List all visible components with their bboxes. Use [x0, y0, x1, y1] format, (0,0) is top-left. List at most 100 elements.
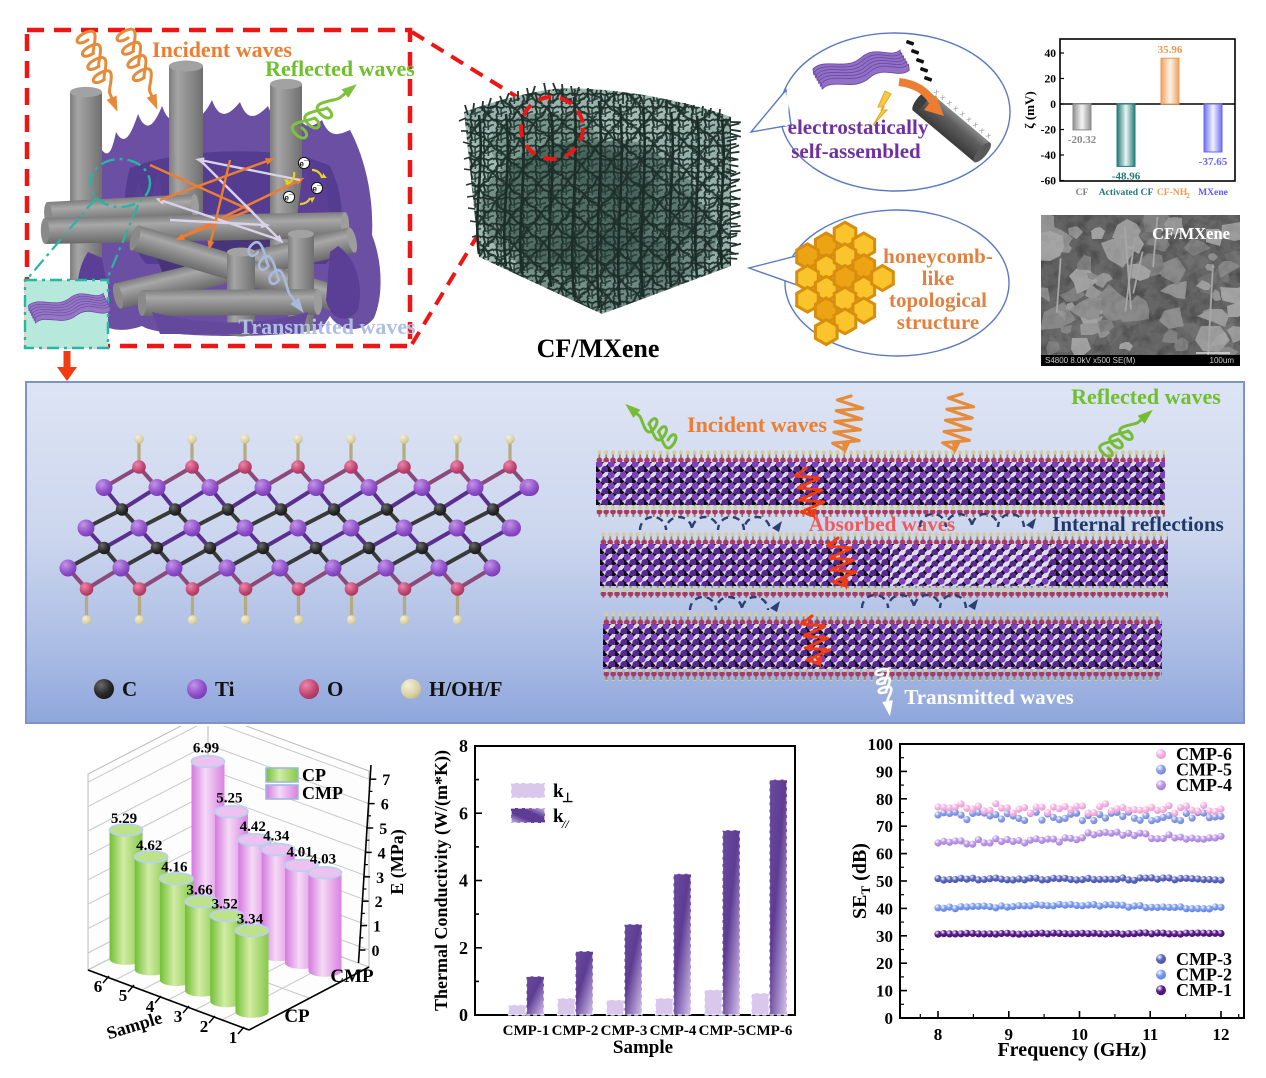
svg-text:e¯: e¯	[299, 159, 309, 169]
svg-text:x: x	[932, 87, 941, 96]
svg-text:CMP-6: CMP-6	[1176, 744, 1232, 764]
svg-text:CP: CP	[302, 765, 326, 785]
svg-text:5: 5	[119, 986, 128, 1005]
svg-text:1: 1	[229, 1028, 238, 1047]
svg-text:x: x	[984, 131, 993, 140]
svg-text:CMP-5: CMP-5	[1176, 760, 1232, 780]
svg-text:Internal reflections: Internal reflections	[1052, 512, 1224, 536]
svg-text:Transmitted waves: Transmitted waves	[238, 314, 416, 339]
svg-text:topological: topological	[889, 288, 987, 312]
svg-text:x: x	[945, 98, 954, 107]
svg-text:x: x	[978, 125, 987, 134]
svg-text:k: k	[553, 781, 564, 802]
svg-text:12: 12	[1213, 1025, 1230, 1044]
svg-text:4: 4	[459, 871, 468, 891]
svg-text:3.52: 3.52	[212, 897, 238, 913]
svg-text:Sample: Sample	[613, 1037, 673, 1058]
svg-text:ζ (mV): ζ (mV)	[1022, 91, 1037, 129]
svg-text:Incident waves: Incident waves	[152, 37, 292, 62]
svg-text:Activated CF: Activated CF	[1099, 187, 1154, 198]
svg-text:MXene: MXene	[1198, 187, 1229, 198]
svg-text:CF-NH: CF-NH	[1157, 187, 1188, 198]
svg-text:-20: -20	[1041, 125, 1057, 137]
svg-text:CMP-3: CMP-3	[601, 1023, 648, 1039]
svg-text:Reflected waves: Reflected waves	[1071, 384, 1221, 409]
svg-text:CMP-1: CMP-1	[1176, 980, 1232, 1000]
svg-text:CMP-2: CMP-2	[1176, 965, 1232, 985]
svg-text:-48.96: -48.96	[1112, 170, 1141, 182]
svg-text:10: 10	[1071, 1025, 1088, 1044]
svg-text:1: 1	[373, 919, 381, 936]
svg-text:self-assembled: self-assembled	[791, 139, 921, 163]
svg-text:honeycomb-: honeycomb-	[883, 244, 993, 268]
svg-text:Frequency (GHz): Frequency (GHz)	[997, 1039, 1146, 1061]
svg-text:20: 20	[876, 954, 893, 973]
svg-text://: //	[561, 817, 570, 831]
svg-text:CMP: CMP	[302, 783, 343, 803]
svg-text:4: 4	[378, 845, 386, 862]
svg-text:4.62: 4.62	[136, 838, 162, 854]
svg-text:electrostatically: electrostatically	[788, 115, 929, 139]
svg-text:CMP: CMP	[330, 966, 374, 987]
svg-text:60: 60	[876, 845, 893, 864]
svg-text:100: 100	[868, 735, 894, 754]
svg-text:CMP-3: CMP-3	[1176, 949, 1232, 969]
svg-text:CMP-4: CMP-4	[1176, 775, 1232, 795]
svg-text:100um: 100um	[1210, 356, 1235, 365]
svg-text:CMP-6: CMP-6	[746, 1023, 793, 1039]
svg-text:0: 0	[885, 1009, 894, 1028]
svg-text:-40: -40	[1041, 150, 1057, 162]
svg-text:CF/MXene: CF/MXene	[1152, 224, 1230, 243]
svg-text:35.96: 35.96	[1158, 44, 1183, 56]
svg-text:10: 10	[876, 982, 893, 1001]
svg-text:Incident waves: Incident waves	[687, 412, 827, 437]
svg-text:7: 7	[382, 772, 390, 789]
svg-text:CMP-2: CMP-2	[552, 1023, 599, 1039]
svg-text:Reflected waves: Reflected waves	[265, 56, 415, 81]
svg-text:e¯: e¯	[284, 193, 294, 203]
svg-text:like: like	[922, 266, 955, 290]
svg-text:40: 40	[876, 899, 893, 918]
svg-text:CP: CP	[284, 1006, 310, 1027]
svg-text:2: 2	[375, 894, 383, 911]
svg-text:0: 0	[372, 943, 380, 960]
svg-text:4.42: 4.42	[240, 819, 266, 835]
svg-text:CMP-4: CMP-4	[650, 1023, 697, 1039]
svg-text:S4800 8.0kV x500 SE(M): S4800 8.0kV x500 SE(M)	[1045, 356, 1136, 365]
svg-text:H/OH/F: H/OH/F	[429, 677, 503, 701]
svg-text:6: 6	[459, 803, 468, 823]
svg-text:Thermal Conductivity (W/(m*K)): Thermal Conductivity (W/(m*K))	[431, 750, 452, 1011]
svg-text:5.29: 5.29	[111, 811, 137, 827]
svg-text:x: x	[971, 120, 980, 129]
svg-text:6.99: 6.99	[193, 740, 219, 756]
svg-text:90: 90	[876, 762, 893, 781]
svg-text:CF: CF	[1076, 187, 1089, 198]
svg-text:2: 2	[200, 1017, 209, 1036]
svg-text:CMP-5: CMP-5	[699, 1023, 746, 1039]
svg-text:8: 8	[934, 1025, 943, 1044]
svg-text:CMP-1: CMP-1	[503, 1023, 550, 1039]
svg-text:O: O	[327, 677, 343, 701]
svg-text:k: k	[553, 806, 564, 827]
svg-text:C: C	[122, 677, 137, 701]
svg-text:e¯: e¯	[312, 184, 322, 194]
svg-text:x: x	[939, 93, 948, 102]
svg-text:3: 3	[376, 870, 384, 887]
svg-text:6: 6	[94, 977, 103, 996]
svg-text:4.03: 4.03	[310, 852, 336, 868]
svg-text:Absorbed waves: Absorbed waves	[809, 512, 955, 536]
svg-text:11: 11	[1142, 1025, 1158, 1044]
svg-text:4.16: 4.16	[161, 860, 188, 876]
svg-text:50: 50	[876, 872, 893, 891]
svg-text:9: 9	[1005, 1025, 1014, 1044]
svg-text:40: 40	[1045, 48, 1057, 60]
svg-text:4.01: 4.01	[286, 844, 312, 860]
svg-text:⊥: ⊥	[562, 790, 573, 805]
svg-text:2: 2	[1186, 191, 1190, 200]
svg-text:-20.32: -20.32	[1068, 134, 1097, 146]
svg-text:4.34: 4.34	[263, 829, 290, 845]
svg-text:-60: -60	[1041, 176, 1057, 188]
svg-text:3: 3	[174, 1007, 183, 1026]
svg-text:Ti: Ti	[215, 677, 235, 701]
svg-text:CF/MXene: CF/MXene	[537, 334, 660, 363]
